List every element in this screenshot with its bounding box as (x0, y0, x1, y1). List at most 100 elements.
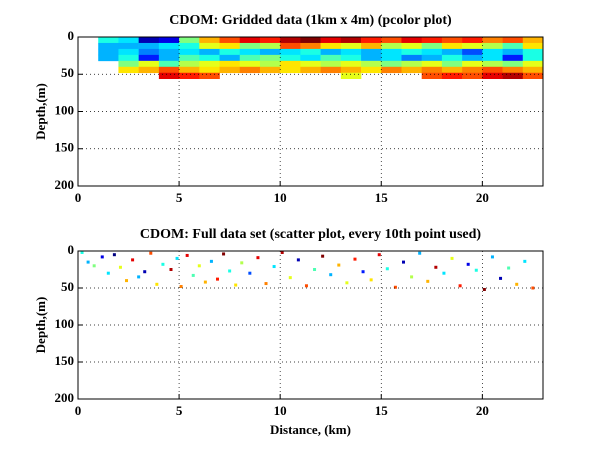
point (256, 256, 260, 260)
y-tick-label: 50 (61, 65, 74, 80)
point (361, 270, 365, 274)
point (345, 281, 349, 285)
cell (179, 60, 200, 68)
point (393, 285, 397, 289)
point (240, 261, 244, 265)
cell (118, 37, 139, 44)
cell (482, 60, 503, 68)
x-tick-label: 5 (176, 190, 183, 205)
point (86, 260, 90, 264)
cell (138, 37, 160, 44)
x-tick-label: 0 (75, 403, 82, 418)
point (169, 268, 173, 271)
point (264, 282, 268, 286)
cell (158, 54, 180, 62)
y-tick-label: 0 (68, 242, 75, 257)
x-tick-label: 10 (274, 190, 287, 205)
point (515, 282, 519, 286)
cell (219, 54, 241, 62)
point (175, 256, 179, 260)
point (100, 255, 104, 259)
cell (199, 72, 220, 80)
cell (179, 72, 200, 80)
cell (300, 42, 321, 50)
cell (138, 54, 160, 62)
cell (138, 48, 160, 56)
cell (421, 72, 443, 80)
point (490, 255, 494, 259)
cell (401, 42, 422, 50)
cell (502, 42, 524, 50)
point (353, 257, 357, 261)
cell (300, 60, 321, 68)
point (434, 265, 438, 269)
point (149, 251, 153, 255)
x-tick-label: 5 (176, 403, 183, 418)
point (313, 268, 317, 271)
cell (522, 42, 544, 50)
point (272, 265, 276, 269)
point (450, 256, 454, 260)
cell (219, 60, 241, 68)
point (402, 260, 405, 264)
cell (239, 60, 261, 68)
cell (199, 66, 220, 74)
cell (441, 60, 463, 68)
cell (340, 48, 362, 56)
cell (280, 66, 301, 74)
cell (280, 54, 301, 62)
point (458, 284, 462, 288)
point (442, 271, 446, 275)
cell (421, 66, 443, 74)
cell (381, 54, 402, 62)
cell (199, 48, 220, 56)
cell (522, 37, 544, 44)
cell (118, 66, 139, 74)
cell (158, 72, 180, 80)
cell (462, 54, 483, 62)
cell (259, 37, 281, 44)
cell (441, 48, 463, 56)
cell (361, 66, 382, 74)
cell (421, 60, 443, 68)
y-tick-label: 100 (55, 316, 75, 331)
cell (421, 42, 443, 50)
y-tick-label: 200 (55, 177, 75, 192)
cell (138, 66, 160, 74)
cell (219, 48, 241, 56)
cell (320, 37, 342, 44)
cell (361, 60, 382, 68)
cell (259, 48, 281, 56)
point (131, 258, 135, 262)
cell (502, 72, 524, 80)
cell (401, 48, 422, 56)
cell (280, 48, 301, 56)
cell (381, 37, 402, 44)
point (507, 266, 511, 270)
chart-title: CDOM: Full data set (scatter plot, every… (140, 227, 481, 242)
cell (239, 66, 261, 74)
cell (381, 60, 402, 68)
x-tick-label: 0 (75, 190, 82, 205)
cell (502, 66, 524, 74)
cell (361, 42, 382, 50)
point (337, 263, 341, 267)
cell (340, 60, 362, 68)
point (418, 251, 422, 255)
cell (219, 66, 241, 74)
axes-box (77, 36, 544, 187)
cell (239, 54, 261, 62)
cell (259, 42, 281, 50)
cell (259, 66, 281, 74)
point (125, 279, 129, 283)
point (523, 259, 527, 263)
point (288, 276, 292, 280)
cell (199, 42, 220, 50)
cell (118, 54, 139, 62)
cell (219, 42, 241, 50)
cell (98, 37, 119, 44)
cell (522, 66, 544, 74)
y-tick-label: 200 (55, 390, 75, 405)
cell (179, 37, 200, 44)
point (222, 252, 226, 256)
